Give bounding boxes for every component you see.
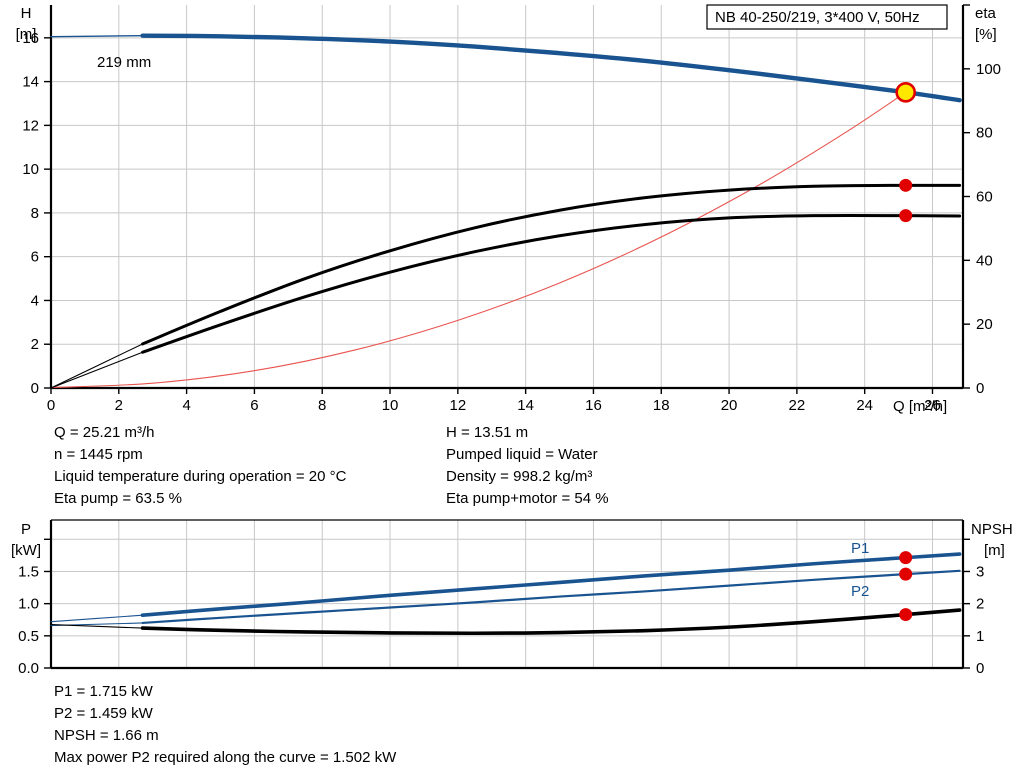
- title-box-text: NB 40-250/219, 3*400 V, 50Hz: [715, 9, 920, 26]
- svg-text:0.5: 0.5: [18, 628, 39, 645]
- power-info-line-4: Max power P2 required along the curve = …: [54, 749, 397, 766]
- power-info-line-3: NPSH = 1.66 m: [54, 727, 159, 744]
- svg-text:8: 8: [318, 397, 326, 414]
- p2-curve: [141, 569, 961, 625]
- p1-curve-label: P1: [851, 540, 869, 557]
- svg-text:0: 0: [31, 380, 39, 397]
- impeller-diameter-label: 219 mm: [97, 54, 151, 71]
- duty-info-line-2: n = 1445 rpm: [54, 446, 143, 463]
- liquid-info-line-3: Density = 998.2 kg/m³: [446, 468, 593, 485]
- svg-text:24: 24: [856, 397, 873, 414]
- top-chart-ticks: [44, 4, 970, 394]
- svg-text:12: 12: [22, 117, 39, 134]
- svg-text:4: 4: [31, 292, 39, 309]
- svg-text:20: 20: [721, 397, 738, 414]
- bottom-chart-curves: [50, 552, 962, 636]
- head-efficiency-chart: 0 2 4 6 8 10 12 14 16 18 20 22 24 2602468101214160204…: [16, 4, 1001, 415]
- top-left-axis-name: H: [21, 5, 32, 22]
- p1-curve: [140, 552, 962, 618]
- svg-text:22: 22: [789, 397, 806, 414]
- eta-pump-motor-marker: [899, 209, 913, 223]
- svg-text:0.0: 0.0: [18, 660, 39, 677]
- svg-text:1: 1: [976, 628, 984, 645]
- head-curve: [140, 33, 962, 103]
- svg-text:4: 4: [182, 397, 190, 414]
- top-chart-grid: [51, 5, 963, 389]
- duty-info-right-column: H = 13.51 m Pumped liquid = Water Density …: [446, 422, 609, 510]
- svg-text:40: 40: [976, 252, 993, 269]
- svg-text:6: 6: [31, 249, 39, 266]
- bottom-chart-markers: [899, 551, 913, 622]
- svg-text:0: 0: [976, 380, 984, 397]
- svg-text:0: 0: [47, 397, 55, 414]
- svg-text:14: 14: [22, 74, 39, 91]
- bottom-chart-tick-labels: 0.0 0.5 1.0 1.5 0 1 2 3: [18, 563, 984, 677]
- svg-text:3: 3: [976, 563, 984, 580]
- liquid-info-line-1: H = 13.51 m: [446, 424, 529, 441]
- top-right-axis-unit: [%]: [975, 26, 997, 43]
- svg-text:2: 2: [31, 336, 39, 353]
- p1-duty-marker: [899, 551, 913, 565]
- duty-info-line-3: Liquid temperature during operation = 20…: [54, 468, 347, 485]
- svg-text:1.0: 1.0: [18, 596, 39, 613]
- svg-text:16: 16: [22, 30, 39, 47]
- svg-text:6: 6: [250, 397, 258, 414]
- svg-text:2: 2: [976, 596, 984, 613]
- npsh-curve-thin: [50, 624, 150, 629]
- duty-point-marker: [895, 82, 917, 103]
- liquid-info-line-2: Pumped liquid = Water: [446, 446, 598, 463]
- bottom-chart-grid: [51, 520, 963, 669]
- bottom-chart-ticks: [44, 538, 970, 669]
- p2-duty-marker: [899, 567, 913, 581]
- svg-text:10: 10: [382, 397, 399, 414]
- duty-info-line-1: Q = 25.21 m³/h: [54, 424, 155, 441]
- svg-text:10: 10: [22, 161, 39, 178]
- p2-curve-label: P2: [851, 583, 869, 600]
- bottom-right-axis-name: NPSH: [971, 521, 1013, 538]
- power-info-line-2: P2 = 1.459 kW: [54, 705, 153, 722]
- liquid-info-line-4: Eta pump+motor = 54 %: [446, 490, 609, 507]
- svg-text:2: 2: [115, 397, 123, 414]
- duty-info-line-4: Eta pump = 63.5 %: [54, 490, 182, 507]
- svg-text:100: 100: [976, 61, 1001, 78]
- top-right-axis-name: eta: [975, 5, 997, 22]
- eta-pump-motor-curve-thin: [50, 349, 150, 389]
- p1-curve-thin: [50, 614, 150, 623]
- bottom-left-axis-name: P: [21, 521, 31, 538]
- svg-text:14: 14: [517, 397, 534, 414]
- top-x-axis-label: Q [m³/h]: [893, 398, 947, 415]
- power-npsh-chart: 0.0 0.5 1.0 1.5 0 1 2 3 P [kW] NPSH [m] P1 P2: [11, 519, 1013, 677]
- bottom-right-axis-unit: [m]: [984, 542, 1005, 559]
- head-curve-thin: [50, 34, 150, 38]
- svg-text:18: 18: [653, 397, 670, 414]
- eta-pump-curve: [141, 183, 962, 346]
- bottom-left-axis-unit: [kW]: [11, 542, 41, 559]
- svg-text:12: 12: [449, 397, 466, 414]
- eta-pump-curve-thin: [50, 340, 150, 389]
- title-box: [706, 4, 948, 30]
- svg-text:20: 20: [976, 316, 993, 333]
- npsh-duty-marker: [899, 608, 913, 622]
- top-left-axis-unit: [m]: [16, 26, 37, 43]
- svg-text:1.5: 1.5: [18, 563, 39, 580]
- top-chart-tick-labels: 0 2 4 6 8 10 12 14 16 18 20 22 24 2602468101214160204…: [22, 30, 1001, 414]
- svg-text:26: 26: [924, 397, 941, 414]
- npsh-curve: [140, 608, 962, 636]
- power-info-block: P1 = 1.715 kW P2 = 1.459 kW NPSH = 1.66 m M…: [54, 681, 396, 769]
- duty-info-left-column: Q = 25.21 m³/h n = 1445 rpm Liquid tempera…: [54, 422, 346, 510]
- svg-text:0: 0: [976, 660, 984, 677]
- svg-text:80: 80: [976, 125, 993, 142]
- eta-pump-marker: [899, 178, 913, 192]
- top-chart-curves: [50, 33, 962, 389]
- eta-pump-motor-curve: [141, 213, 962, 354]
- svg-text:8: 8: [31, 205, 39, 222]
- svg-text:16: 16: [585, 397, 602, 414]
- power-info-line-1: P1 = 1.715 kW: [54, 683, 153, 700]
- svg-text:60: 60: [976, 189, 993, 206]
- system-curve: [50, 91, 907, 389]
